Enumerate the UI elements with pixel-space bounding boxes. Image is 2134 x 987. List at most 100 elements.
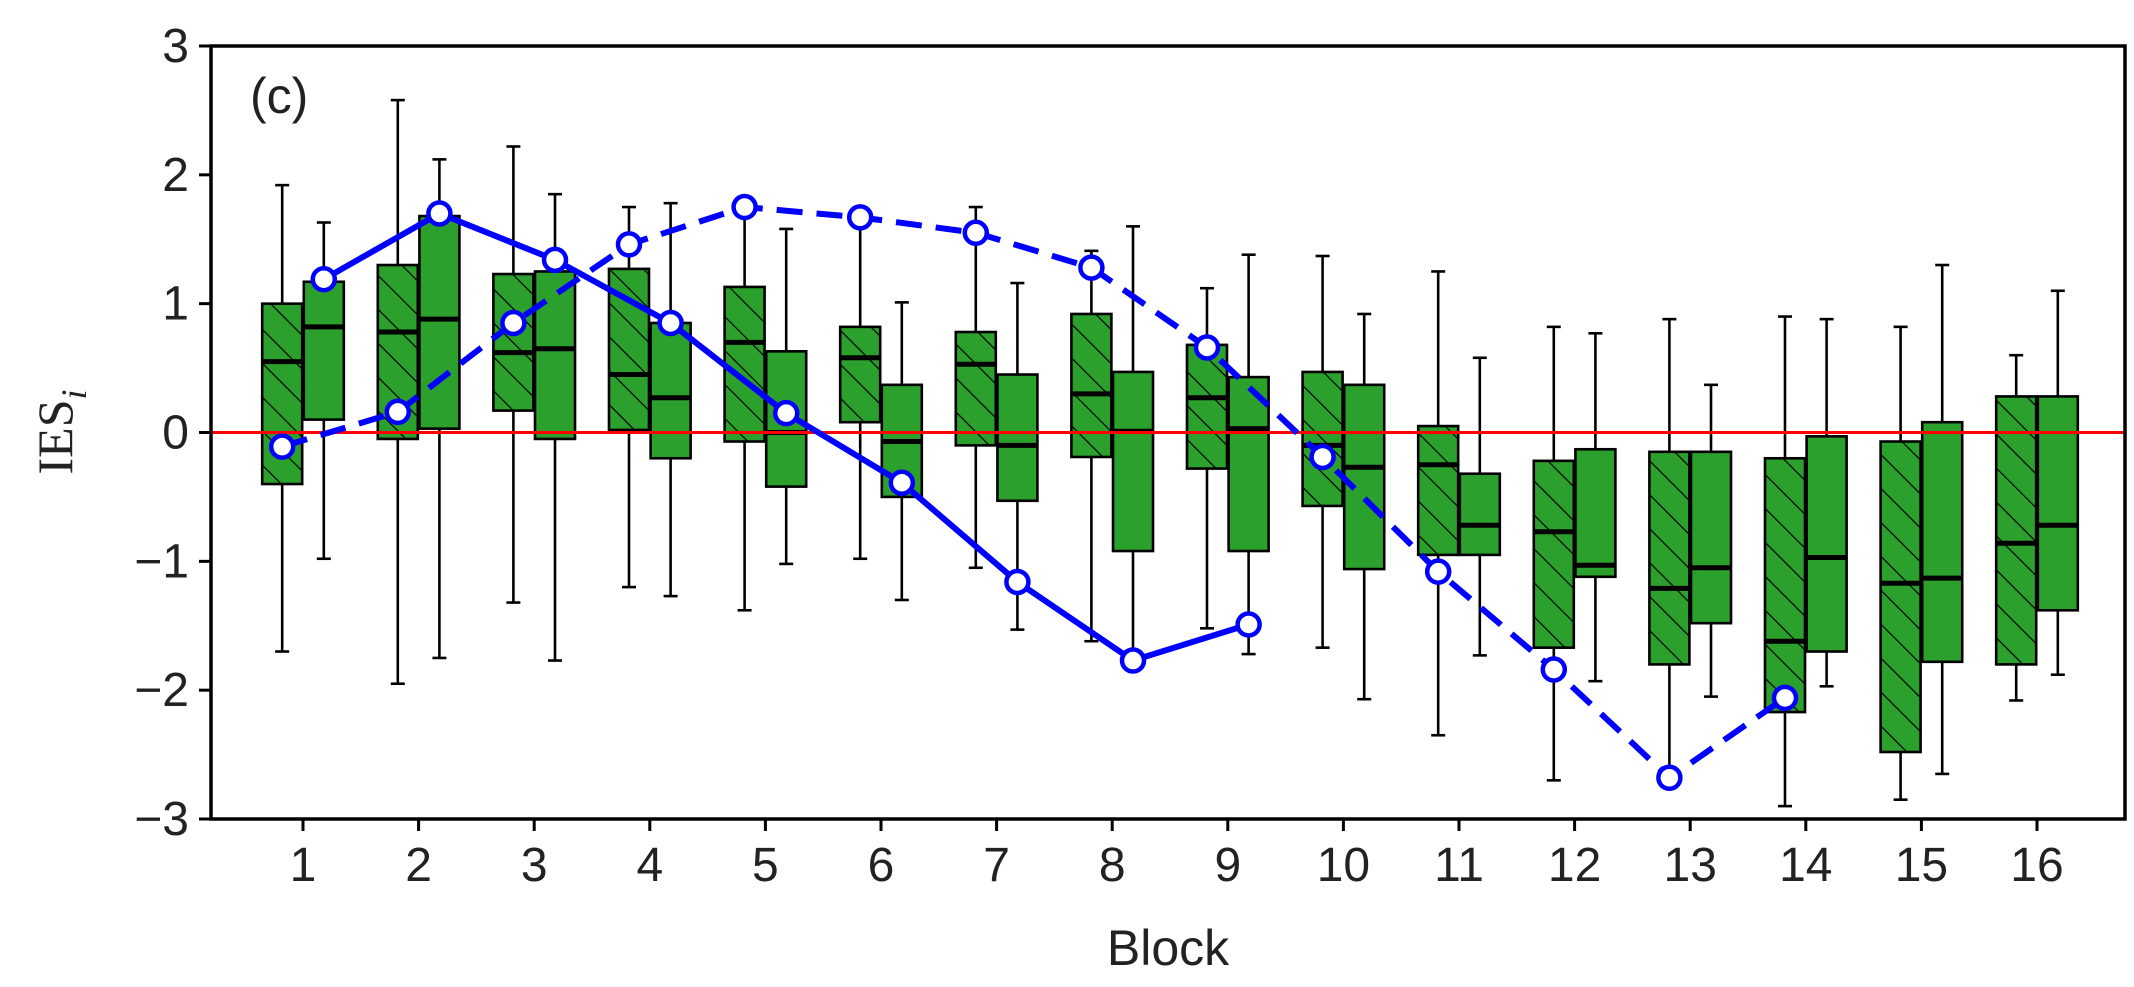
box-body	[1805, 435, 1848, 653]
box-hatch	[955, 332, 996, 446]
line-series	[268, 193, 1799, 792]
box-body	[302, 280, 346, 421]
box-hatched-3	[492, 145, 535, 604]
box-plain-11	[1458, 356, 1502, 657]
box-hatched-4	[607, 205, 651, 589]
box-body	[649, 321, 692, 460]
series-point-dashed-7	[962, 219, 990, 247]
series-point-solid-6	[888, 469, 916, 496]
box-hatched-12	[1532, 325, 1576, 782]
x-axis: 1 2 3 4 5 6 7 8 9 10 11 12 13 14 15 16	[290, 819, 2064, 892]
y-tick-label-3: 1	[162, 278, 189, 331]
series-point-dashed-14	[1771, 684, 1799, 712]
series-point-dashed-9	[1193, 334, 1221, 361]
series-point-solid-8	[1119, 647, 1147, 674]
box-plain-8	[1111, 225, 1155, 664]
series-point-solid-2	[426, 200, 453, 227]
series-point-dashed-13	[1656, 764, 1683, 792]
x-tick-label-3: 3	[521, 839, 548, 892]
box-body	[2036, 395, 2080, 612]
box-hatched-9	[1185, 286, 1229, 630]
box-hatched-6	[838, 209, 882, 561]
y-tick-label-1: 3	[162, 20, 189, 73]
series-point-dashed-3	[500, 309, 527, 337]
series-point-solid-3	[541, 246, 569, 274]
y-axis-title-subscript: i	[54, 389, 94, 399]
box-hatched-7	[954, 205, 998, 570]
x-tick-label-2: 2	[405, 839, 432, 892]
box-body	[1689, 450, 1733, 625]
x-tick-label-16: 16	[2010, 839, 2063, 892]
series-point-dashed-4	[615, 231, 643, 258]
box-body	[1227, 375, 1270, 553]
series-point-solid-5	[772, 399, 800, 427]
box-body	[996, 373, 1039, 503]
box-plain-12	[1574, 331, 1617, 683]
box-hatch	[1071, 313, 1112, 457]
x-tick-label-7: 7	[983, 839, 1010, 892]
box-body	[1342, 383, 1386, 571]
series-point-dashed-2	[384, 398, 412, 426]
box-hatch	[724, 286, 765, 442]
box-hatched-15	[1879, 325, 1922, 801]
y-tick-label-7: −3	[134, 793, 189, 846]
y-tick-label-4: 0	[162, 407, 189, 460]
series-point-solid-9	[1235, 611, 1262, 638]
y-tick-label-5: −1	[134, 535, 189, 588]
box-hatch	[1302, 371, 1343, 506]
box-body	[1458, 472, 1502, 557]
series-point-solid-4	[657, 309, 684, 337]
panel-label: (c)	[250, 68, 308, 124]
box-plain-10	[1342, 312, 1386, 701]
x-tick-label-6: 6	[868, 839, 895, 892]
y-tick-label-6: −2	[134, 664, 189, 717]
box-hatch	[1418, 426, 1459, 555]
box-plain-3	[533, 192, 577, 662]
x-tick-label-8: 8	[1099, 839, 1126, 892]
box-plain-2	[418, 158, 461, 660]
box-hatch	[1880, 441, 1921, 753]
x-tick-label-15: 15	[1895, 839, 1948, 892]
y-axis: 3 2 1 0 −1 −2 −3	[134, 20, 211, 846]
x-tick-label-1: 1	[290, 839, 317, 892]
x-tick-label-14: 14	[1779, 839, 1832, 892]
box-hatch	[1996, 396, 2037, 665]
box-plain-1	[302, 221, 346, 561]
box-plain-15	[1920, 263, 1964, 776]
box-hatched-14	[1763, 315, 1807, 808]
y-axis-title-main: IES	[27, 400, 83, 475]
y-axis-title: IESi	[27, 389, 94, 474]
box-hatched-13	[1648, 317, 1691, 769]
series-point-dashed-12	[1540, 656, 1568, 683]
x-tick-label-9: 9	[1214, 839, 1241, 892]
box-plain-14	[1805, 317, 1848, 688]
box-hatch	[1533, 460, 1574, 648]
box-hatch	[1649, 451, 1690, 665]
x-tick-label-4: 4	[636, 839, 663, 892]
series-point-dashed-6	[846, 204, 874, 231]
series-line-dashed	[281, 204, 1787, 781]
series-point-dashed-5	[731, 193, 758, 221]
series-point-dashed-8	[1078, 254, 1105, 281]
box-body	[1574, 447, 1617, 579]
box-body	[418, 214, 461, 430]
box-body	[1920, 420, 1964, 664]
x-tick-label-12: 12	[1548, 839, 1601, 892]
box-hatch	[1764, 458, 1805, 713]
box-body	[1111, 370, 1155, 553]
box-hatched-16	[1994, 353, 2038, 702]
x-tick-label-5: 5	[752, 839, 779, 892]
x-tick-label-10: 10	[1317, 839, 1370, 892]
box-hatch	[493, 274, 534, 411]
boxplots	[260, 98, 2080, 808]
x-tick-label-11: 11	[1434, 839, 1484, 892]
box-hatched-10	[1301, 254, 1344, 649]
box-hatch	[1186, 344, 1227, 469]
box-body	[533, 270, 577, 441]
y-tick-label-2: 2	[162, 149, 189, 202]
box-hatched-11	[1416, 270, 1460, 737]
series-point-dashed-1	[268, 433, 296, 460]
box-plain-4	[649, 201, 692, 598]
box-plain-13	[1689, 383, 1733, 698]
